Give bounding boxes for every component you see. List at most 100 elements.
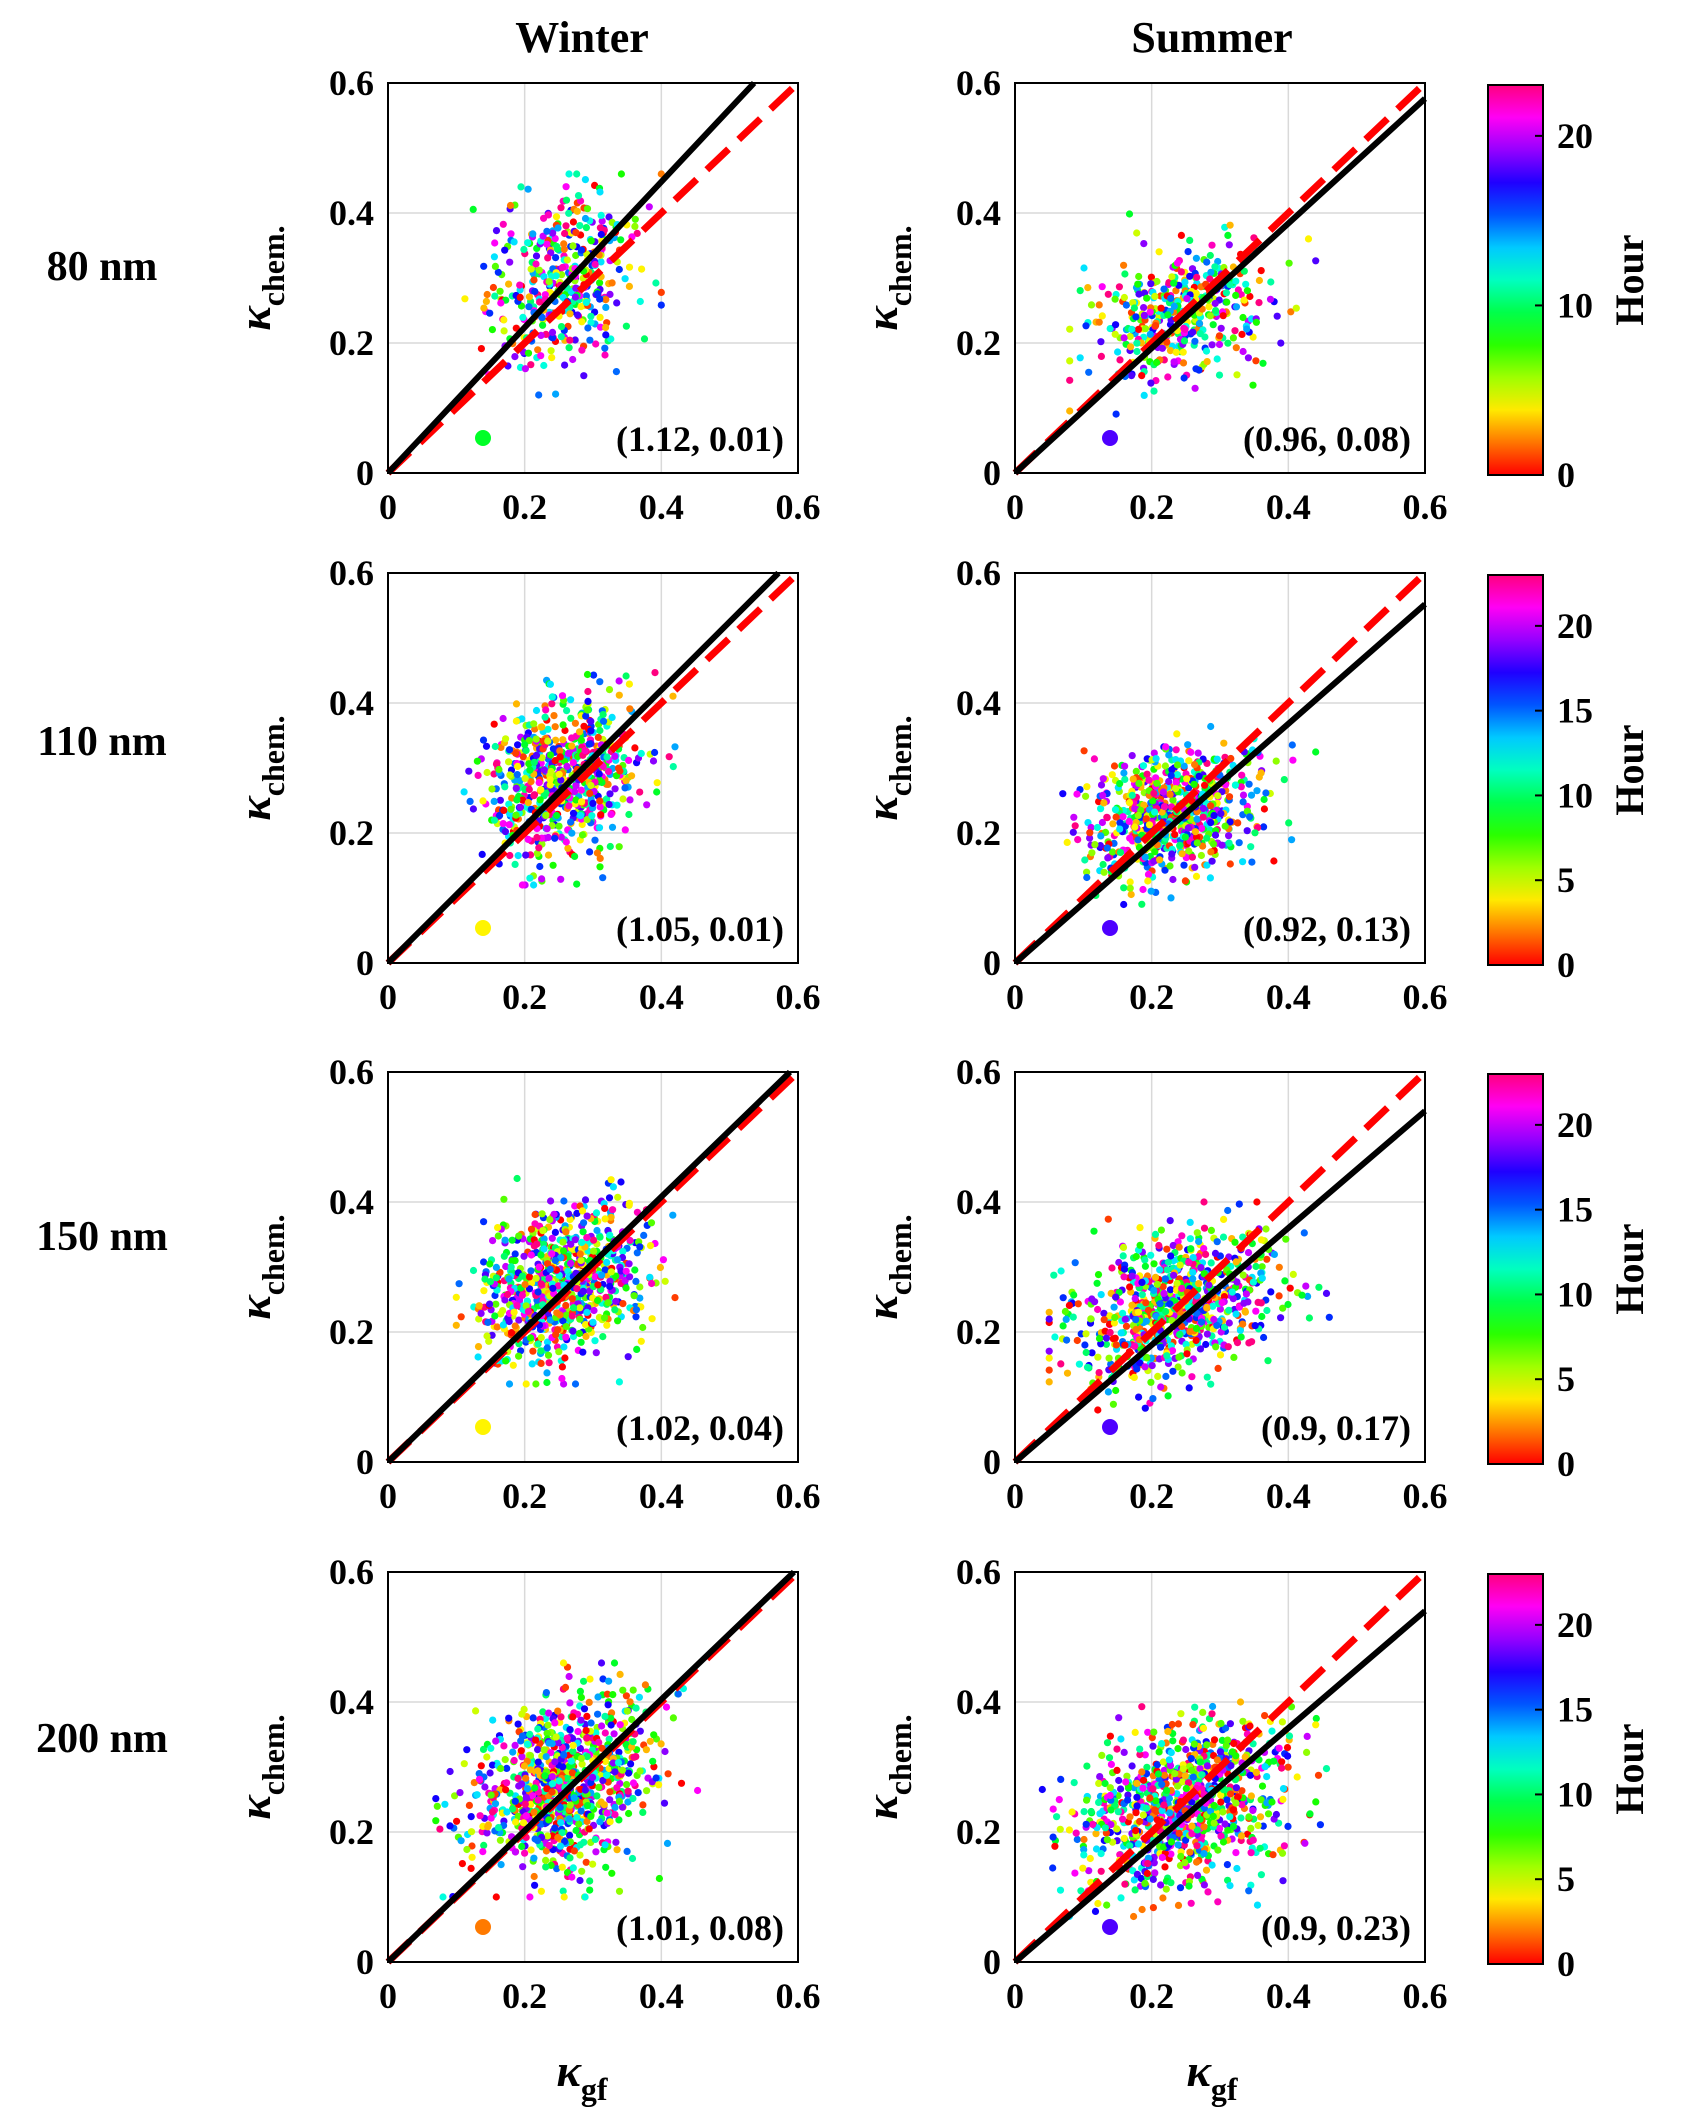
data-point — [521, 1800, 529, 1808]
data-point — [594, 1296, 602, 1305]
data-point — [1121, 775, 1129, 784]
data-point — [524, 1307, 533, 1316]
data-point — [597, 258, 605, 266]
data-point — [1202, 347, 1211, 355]
data-point — [1154, 1372, 1162, 1380]
data-point — [577, 1693, 586, 1701]
data-point — [596, 188, 604, 196]
data-point — [586, 789, 594, 798]
data-point — [499, 1307, 507, 1315]
data-point — [567, 818, 575, 826]
y-tick-label: 0.6 — [956, 1052, 1001, 1092]
data-point — [1261, 1712, 1269, 1720]
data-point — [491, 262, 499, 270]
data-point — [491, 239, 499, 247]
data-point — [637, 1337, 645, 1345]
data-point — [1130, 1373, 1138, 1381]
data-point — [613, 299, 621, 307]
data-point — [1208, 857, 1216, 865]
data-point — [640, 335, 649, 343]
data-point — [637, 749, 645, 758]
y-tick-label: 0.6 — [329, 63, 374, 103]
data-point — [583, 706, 592, 714]
data-point — [536, 862, 544, 871]
x-tick-label: 0 — [1006, 977, 1024, 1017]
data-point — [606, 290, 614, 298]
data-point — [518, 715, 526, 723]
data-point — [611, 752, 619, 761]
data-point — [519, 313, 527, 321]
data-point — [1128, 752, 1136, 760]
data-point — [538, 1210, 546, 1218]
data-point — [572, 229, 580, 237]
data-point — [482, 297, 490, 305]
data-point — [582, 1726, 590, 1735]
data-point — [567, 1757, 575, 1765]
data-point — [581, 214, 590, 223]
data-point — [467, 1864, 475, 1872]
data-point — [533, 849, 541, 858]
data-point — [1246, 813, 1254, 821]
data-point — [1193, 815, 1201, 823]
data-point — [649, 757, 658, 765]
data-point — [605, 213, 613, 221]
data-point — [627, 1760, 635, 1768]
data-point — [1235, 1200, 1243, 1208]
data-point — [548, 1250, 556, 1258]
data-point — [571, 336, 579, 344]
data-point — [530, 1854, 538, 1862]
data-point — [509, 1361, 517, 1369]
data-point — [519, 753, 527, 761]
data-point — [524, 239, 532, 247]
data-point — [1059, 790, 1067, 798]
data-point — [1238, 771, 1246, 779]
data-point — [646, 1242, 655, 1250]
data-point — [1166, 347, 1175, 355]
data-point — [1203, 1373, 1211, 1381]
data-point — [1281, 1277, 1289, 1285]
data-point — [1288, 836, 1296, 844]
data-point — [1259, 359, 1267, 367]
data-point — [1170, 358, 1178, 366]
data-point — [1253, 1198, 1261, 1206]
data-point — [1260, 1333, 1268, 1342]
data-point — [1189, 1268, 1197, 1277]
data-point — [546, 1216, 554, 1224]
data-point — [516, 803, 525, 811]
data-point — [577, 786, 585, 794]
data-point — [1285, 259, 1293, 267]
data-point — [1164, 1258, 1173, 1266]
data-point — [1126, 332, 1134, 341]
data-point — [575, 1820, 583, 1828]
data-point — [1203, 834, 1211, 842]
data-point — [608, 279, 616, 287]
data-point — [596, 854, 604, 863]
data-point — [565, 344, 573, 352]
data-point — [548, 693, 556, 701]
data-point — [537, 786, 545, 794]
data-point — [1122, 301, 1130, 309]
data-point — [584, 697, 592, 706]
data-point — [530, 276, 538, 284]
data-point — [562, 183, 570, 191]
data-point — [580, 1219, 588, 1227]
data-point — [581, 1196, 590, 1204]
data-point — [1176, 1261, 1184, 1269]
data-point — [1178, 1369, 1186, 1377]
data-point — [1289, 1270, 1297, 1278]
data-point — [1066, 376, 1074, 384]
row-label-80nm: 80 nm — [47, 244, 158, 290]
data-point — [657, 301, 665, 309]
data-point — [1159, 788, 1167, 796]
data-point — [1116, 356, 1124, 364]
data-point — [592, 1349, 600, 1357]
data-point — [595, 770, 603, 778]
data-point — [599, 711, 607, 719]
data-point — [608, 1869, 616, 1877]
y-tick-label: 0.2 — [329, 1312, 374, 1352]
scatter-points — [452, 1174, 679, 1388]
data-point — [1059, 1294, 1067, 1302]
data-point — [563, 256, 571, 264]
data-point — [1193, 273, 1201, 281]
data-point — [492, 1263, 500, 1271]
